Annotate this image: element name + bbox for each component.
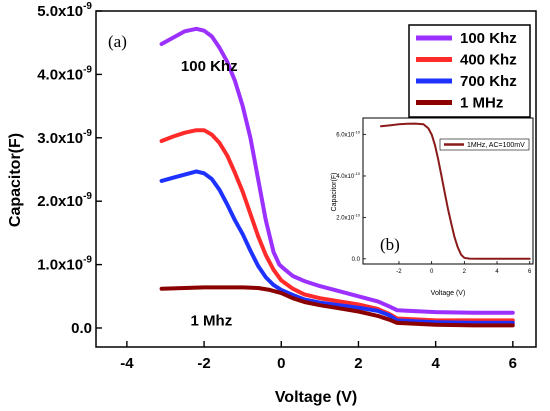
main-y-tick-mantissa: 3.0x10 (37, 130, 83, 147)
inset-y-tick-label: 0.0 (352, 257, 361, 263)
panel-label-a: (a) (108, 32, 127, 51)
inset-y-axis: 0.02.0x10-104.0x10-106.0x10-10 (336, 130, 366, 263)
main-y-tick-label: 1.0x10-9 (37, 255, 92, 274)
inset-y-tick-exponent: -10 (354, 130, 361, 135)
main-series-line-100-khz (159, 26, 515, 315)
main-x-tick-label: 6 (509, 355, 517, 372)
main-y-tick-label: 2.0x10-9 (37, 191, 92, 210)
main-y-tick-exponent: -9 (83, 191, 92, 202)
main-y-axis-title: Capacitor(F) (7, 133, 24, 227)
legend-label-1-mhz: 1 MHz (460, 95, 503, 112)
inset-y-tick-mantissa: 2.0x10 (336, 215, 355, 221)
main-x-tick-label: -2 (197, 355, 210, 372)
inset-x-axis: -2 0 2 4 6 (396, 261, 532, 275)
inset-y-tick-mantissa: 4.0x10 (336, 174, 355, 180)
inset-y-tick-mantissa: 6.0x10 (336, 133, 355, 139)
inset-x-axis-title: Voltage (V) (431, 290, 466, 297)
main-series-group (159, 26, 515, 328)
annotation-100khz: 100 Khz (181, 58, 238, 75)
inset-y-tick-exponent: -10 (354, 212, 361, 217)
main-y-axis: 0.01.0x10-92.0x10-93.0x10-94.0x10-95.0x1… (37, 1, 102, 337)
main-x-tick-label: 4 (431, 355, 440, 372)
inset-x-tick-label: 0 (430, 269, 434, 275)
main-x-tick-label: -4 (120, 355, 134, 372)
legend-label-100-khz: 100 Khz (460, 30, 517, 47)
inset-y-tick-exponent: -10 (354, 171, 361, 176)
main-x-axis: -4 -2 0 2 4 6 (120, 341, 517, 372)
main-y-tick-exponent: -9 (83, 1, 92, 12)
inset-x-tick-label: -2 (396, 269, 402, 275)
inset-chart: -2 0 2 4 6 0.02.0x10-104.0x10-106.0x10-10 (b… (331, 117, 534, 297)
main-y-tick-label: 5.0x10-9 (37, 1, 92, 20)
annotation-1mhz: 1 Mhz (191, 312, 233, 329)
inset-y-tick-label: 4.0x10-10 (336, 171, 361, 180)
main-y-tick-mantissa: 5.0x10 (37, 3, 83, 20)
main-y-tick-label: 4.0x10-9 (37, 64, 92, 83)
legend-label-400-khz: 400 Khz (460, 52, 517, 69)
main-y-tick-exponent: -9 (83, 64, 92, 75)
inset-legend-label: 1MHz, AC=100mV (467, 142, 525, 149)
inset-x-tick-label: 2 (463, 269, 467, 275)
inset-plot-frame (362, 117, 534, 265)
main-y-tick-mantissa: 2.0x10 (37, 193, 83, 210)
inset-legend-box (439, 138, 530, 151)
inset-y-tick-label: 2.0x10-10 (336, 212, 361, 221)
main-y-tick-label: 3.0x10-9 (37, 128, 92, 147)
inset-x-tick-label: 4 (495, 269, 499, 275)
main-x-tick-label: 0 (277, 355, 285, 372)
legend-label-700-khz: 700 Khz (460, 73, 517, 90)
inset-series-group (380, 122, 531, 260)
main-y-tick-mantissa: 0.0 (71, 320, 92, 337)
main-legend: 100 Khz 400 Khz 700 Khz 1 MHz (408, 24, 531, 118)
main-series-line-700-khz (159, 169, 515, 325)
main-x-tick-label: 2 (354, 355, 362, 372)
inset-y-tick-label: 6.0x10-10 (336, 130, 361, 139)
main-y-tick-mantissa: 1.0x10 (37, 257, 83, 274)
panel-label-b: (b) (380, 235, 400, 254)
main-y-tick-mantissa: 4.0x10 (37, 66, 83, 83)
main-series-line-1-mhz (159, 285, 515, 328)
main-chart: -4 -2 0 2 4 6 0.01.0x10-92.0x10-93.0x10-94.0x… (7, 1, 537, 406)
main-plot-frame (95, 10, 537, 348)
main-x-axis-title: Voltage (V) (275, 389, 357, 406)
inset-x-tick-label: 6 (528, 269, 532, 275)
main-y-tick-label: 0.0 (71, 320, 92, 337)
inset-y-tick-mantissa: 0.0 (352, 257, 361, 263)
main-y-tick-exponent: -9 (83, 255, 92, 266)
main-y-tick-exponent: -9 (83, 128, 92, 139)
inset-legend: 1MHz, AC=100mV (439, 138, 530, 151)
inset-series-line-1mhz-ac-100mv (380, 122, 531, 260)
inset-y-axis-title: Capacitor(F) (331, 173, 338, 212)
